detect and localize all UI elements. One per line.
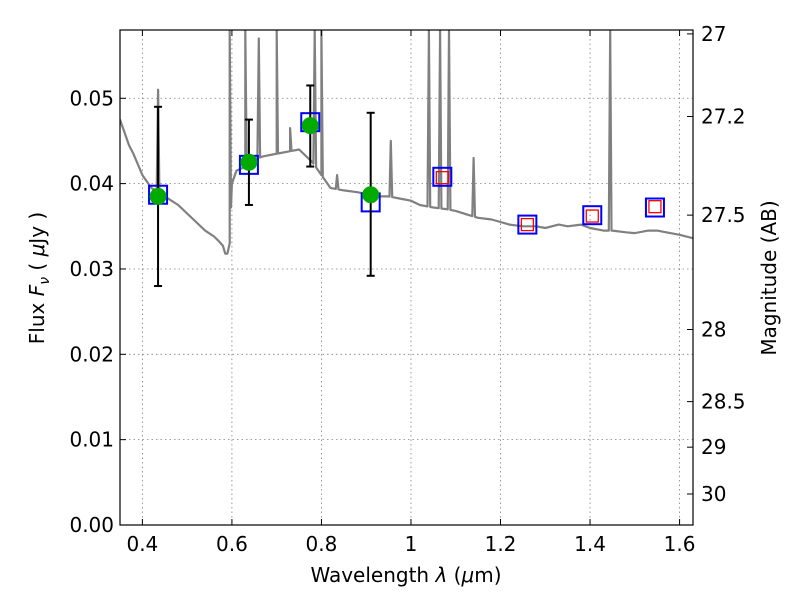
spectrum-line xyxy=(120,30,693,255)
x-tick-label: 0.4 xyxy=(126,532,158,556)
mag-tick-label: 29 xyxy=(701,435,726,459)
x-axis-label: Wavelength λ (μm) xyxy=(310,563,501,587)
grid xyxy=(120,30,693,526)
mag-tick-label: 28.5 xyxy=(701,390,746,414)
data-points xyxy=(148,84,665,288)
right-axis-label: Magnitude (AB) xyxy=(757,200,781,355)
y-tick-label: 0.05 xyxy=(69,86,114,110)
y-tick-label: 0.04 xyxy=(69,172,114,196)
x-tick-label: 1.4 xyxy=(574,532,606,556)
predicted-point-square xyxy=(520,217,535,232)
model-photometry-square xyxy=(582,205,603,226)
x-tick-label: 1 xyxy=(405,532,418,556)
y-axis-label: Flux Fν ( μJy ) xyxy=(25,212,53,344)
model-photometry-square xyxy=(644,197,665,218)
x-tick-label: 0.8 xyxy=(306,532,338,556)
y-tick-label: 0.00 xyxy=(69,513,114,537)
predicted-point-square xyxy=(435,170,449,185)
mag-tick-label: 30 xyxy=(701,482,726,506)
mag-tick-label: 27.5 xyxy=(701,203,746,227)
observed-point xyxy=(362,186,380,204)
x-tick-label: 0.6 xyxy=(216,532,248,556)
ticks: 0.4 0.6 0.8 1 1.2 1.4 1.6 0.00 0.01 0.02 0.03 0.04 0… xyxy=(69,22,745,556)
model-photometry-square xyxy=(432,166,453,187)
observed-point xyxy=(149,187,167,205)
y-tick-label: 0.02 xyxy=(69,342,114,366)
predicted-point-square xyxy=(585,209,599,223)
mag-tick-label: 27.2 xyxy=(701,105,746,129)
y-tick-label: 0.03 xyxy=(69,257,114,281)
plot-frame xyxy=(119,29,694,526)
observed-point xyxy=(301,117,319,135)
observed-point xyxy=(240,153,258,171)
model-photometry-square xyxy=(517,214,538,235)
x-tick-label: 1.2 xyxy=(485,532,517,556)
mag-tick-label: 27 xyxy=(701,22,726,46)
mag-tick-label: 28 xyxy=(701,317,726,341)
predicted-point-square xyxy=(648,200,662,214)
model-spectrum xyxy=(120,30,693,255)
x-tick-label: 1.6 xyxy=(664,532,696,556)
y-tick-label: 0.01 xyxy=(69,428,114,452)
